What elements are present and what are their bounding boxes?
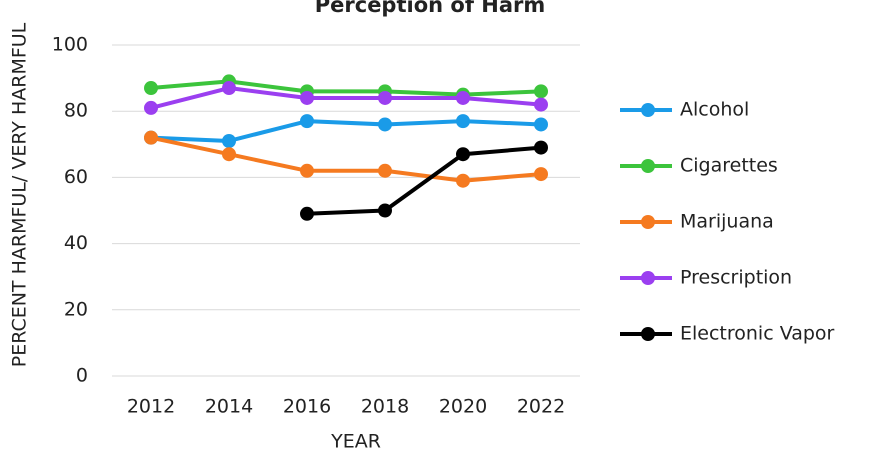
y-tick-label: 60: [64, 166, 88, 188]
series-line: [150, 119, 542, 143]
series-line: [150, 86, 542, 110]
x-tick-label: 2022: [517, 396, 565, 418]
data-point: [534, 167, 548, 182]
data-point: [222, 133, 236, 148]
data-point: [456, 147, 470, 162]
legend-marker: [641, 271, 655, 285]
data-point: [144, 100, 158, 115]
legend-label: Cigarettes: [680, 155, 778, 177]
legend-label: Prescription: [680, 267, 792, 289]
data-point: [534, 140, 548, 155]
legend-label: Marijuana: [680, 211, 774, 233]
y-tick-label: 100: [52, 34, 88, 56]
data-point: [456, 173, 470, 188]
chart-title: Perception of Harm: [315, 0, 546, 17]
data-point: [144, 81, 158, 96]
legend-marker: [641, 159, 655, 173]
x-tick-label: 2016: [283, 396, 331, 418]
y-axis-label: PERCENT HARMFUL/ VERY HARMFUL: [9, 22, 31, 367]
legend-label: Electronic Vapor: [680, 323, 835, 345]
data-point: [144, 130, 158, 145]
data-point: [534, 117, 548, 132]
y-tick-label: 0: [76, 365, 88, 387]
x-tick-label: 2020: [439, 396, 487, 418]
data-point: [300, 206, 314, 221]
data-point: [378, 203, 392, 218]
data-point: [378, 90, 392, 105]
x-tick-label: 2018: [361, 396, 409, 418]
legend-marker: [641, 327, 655, 341]
data-point: [300, 163, 314, 178]
data-point: [378, 117, 392, 132]
series-line: [150, 135, 542, 183]
x-tick-label: 2012: [127, 396, 175, 418]
data-point: [222, 147, 236, 162]
series-line: [306, 145, 542, 216]
data-point: [456, 90, 470, 105]
y-tick-label: 80: [64, 100, 88, 122]
legend-label: Alcohol: [680, 99, 749, 121]
data-point: [534, 97, 548, 112]
series-line: [150, 79, 542, 97]
data-point: [378, 163, 392, 178]
y-tick-label: 40: [64, 232, 88, 254]
x-tick-label: 2014: [205, 396, 253, 418]
data-point: [300, 90, 314, 105]
data-point: [222, 81, 236, 96]
data-point: [300, 114, 314, 129]
data-point: [534, 84, 548, 99]
y-tick-label: 20: [64, 298, 88, 320]
legend-marker: [641, 215, 655, 229]
x-axis-label: YEAR: [330, 431, 381, 453]
legend-marker: [641, 103, 655, 117]
data-point: [456, 114, 470, 129]
